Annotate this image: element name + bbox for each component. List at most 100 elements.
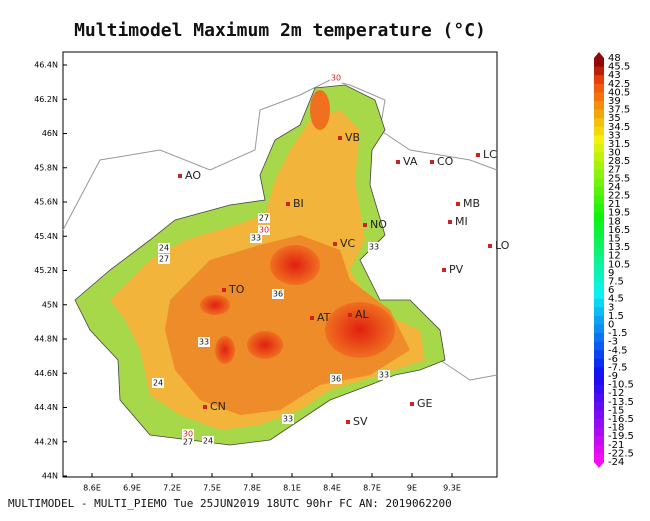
lat-label: 45.6N	[34, 198, 58, 207]
city-marker	[203, 405, 207, 409]
colorbar-label: 33	[608, 130, 621, 141]
colorbar-label: 16.5	[608, 225, 630, 236]
colorbar-segment	[594, 281, 604, 291]
city-marker	[348, 313, 352, 317]
contour-label: 27	[259, 214, 269, 223]
lat-label: 44.8N	[34, 335, 58, 344]
contour-label: 30	[259, 226, 269, 235]
contour-label: 33	[199, 338, 209, 347]
colorbar-segment	[594, 384, 604, 394]
colorbar-segment	[594, 152, 604, 162]
city-marker	[442, 268, 446, 272]
colorbar-segment	[594, 58, 604, 68]
city-label: AT	[317, 311, 331, 324]
city-label: NO	[370, 218, 387, 231]
colorbar-segment	[594, 238, 604, 248]
colorbar-segment	[594, 410, 604, 420]
city-label: MB	[463, 197, 480, 210]
lon-label: 7.2E	[163, 484, 181, 493]
colorbar-segment	[594, 444, 604, 454]
contour-label-bg	[368, 242, 380, 252]
colorbar-label: -24	[608, 457, 624, 468]
lat-label: 44.4N	[34, 403, 58, 412]
contour-label: 33	[369, 243, 379, 252]
contour-label-bg	[182, 429, 194, 439]
contour-label: 33	[251, 234, 261, 243]
contour-label-bg	[258, 225, 270, 235]
colorbar-label: 13.5	[608, 242, 630, 253]
city-label: BI	[293, 197, 304, 210]
contour-label: 33	[379, 371, 389, 380]
contour-label: 33	[283, 415, 293, 424]
colorbar-label: 37.5	[608, 105, 630, 116]
city-marker	[338, 136, 342, 140]
contour-label-bg	[202, 436, 214, 446]
lat-label: 45.8N	[34, 163, 58, 172]
colorbar-segment	[594, 178, 604, 188]
colorbar-segment	[594, 100, 604, 111]
lon-label: 9E	[407, 484, 417, 493]
colorbar-label: 34.5	[608, 122, 630, 133]
colorbar-segment	[594, 367, 604, 377]
lon-label: 8.6E	[83, 484, 101, 493]
lon-label: 8.7E	[363, 484, 381, 493]
colorbar-label: -18	[608, 423, 624, 434]
contour-label: 30	[183, 430, 193, 439]
city-marker	[178, 174, 182, 178]
city-label: PV	[449, 263, 464, 276]
colorbar-label: 10.5	[608, 259, 630, 270]
colorbar-label: 25.5	[608, 173, 630, 184]
colorbar-label: 27	[608, 165, 621, 176]
contour-label-bg	[158, 254, 170, 264]
colorbar-top	[594, 52, 604, 58]
contour-label-bg	[330, 73, 342, 83]
lat-label: 46.4N	[34, 61, 58, 70]
title: Multimodel Maximum 2m temperature (°C)	[74, 20, 486, 41]
colorbar-segment	[594, 350, 604, 360]
colorbar-segment	[594, 401, 604, 411]
colorbar-label: 3	[608, 302, 614, 313]
city-marker	[430, 160, 434, 164]
city-label: MI	[455, 215, 468, 228]
colorbar-segment	[594, 118, 604, 128]
colorbar-segment	[594, 341, 604, 351]
colorbar-label: -1.5	[608, 328, 628, 339]
contour-label-bg	[378, 370, 390, 380]
lat-label: 45.4N	[34, 232, 58, 241]
city-label: SV	[353, 415, 368, 428]
city-marker	[456, 202, 460, 206]
colorbar-segment	[594, 436, 604, 446]
colorbar-segment	[594, 255, 604, 265]
colorbar-label: 21	[608, 199, 621, 210]
city-label: VC	[340, 237, 356, 250]
city-marker	[346, 420, 350, 424]
colorbar-segment	[594, 298, 604, 308]
colorbar-segment	[594, 393, 604, 403]
colorbar-label: -9	[608, 371, 618, 382]
colorbar-segment	[594, 143, 604, 154]
city-marker	[222, 288, 226, 292]
lon-label: 6.9E	[123, 484, 141, 493]
colorbar-label: 18	[608, 216, 621, 227]
colorbar-segment	[594, 83, 604, 93]
lat-label: 44N	[42, 472, 58, 481]
colorbar-label: -12	[608, 388, 624, 399]
colorbar-bottom	[594, 462, 604, 468]
colorbar-label: -19.5	[608, 431, 634, 442]
lon-label: 7.8E	[243, 484, 261, 493]
colorbar-label: 4.5	[608, 294, 624, 305]
city-marker	[488, 244, 492, 248]
city-label: CN	[210, 400, 226, 413]
colorbar-label: -16.5	[608, 414, 634, 425]
colorbar-segment	[594, 109, 604, 119]
contour-label-bg	[158, 243, 170, 253]
colorbar-label: 15	[608, 234, 621, 245]
colorbar-label: 39	[608, 96, 621, 107]
colorbar-segment	[594, 161, 604, 171]
colorbar-label: -10.5	[608, 380, 634, 391]
city-label: AL	[355, 308, 370, 321]
colorbar-label: -3	[608, 337, 618, 348]
colorbar-label: 45.5	[608, 62, 630, 73]
colorbar-segment	[594, 264, 604, 274]
colorbar-segment	[594, 290, 604, 300]
